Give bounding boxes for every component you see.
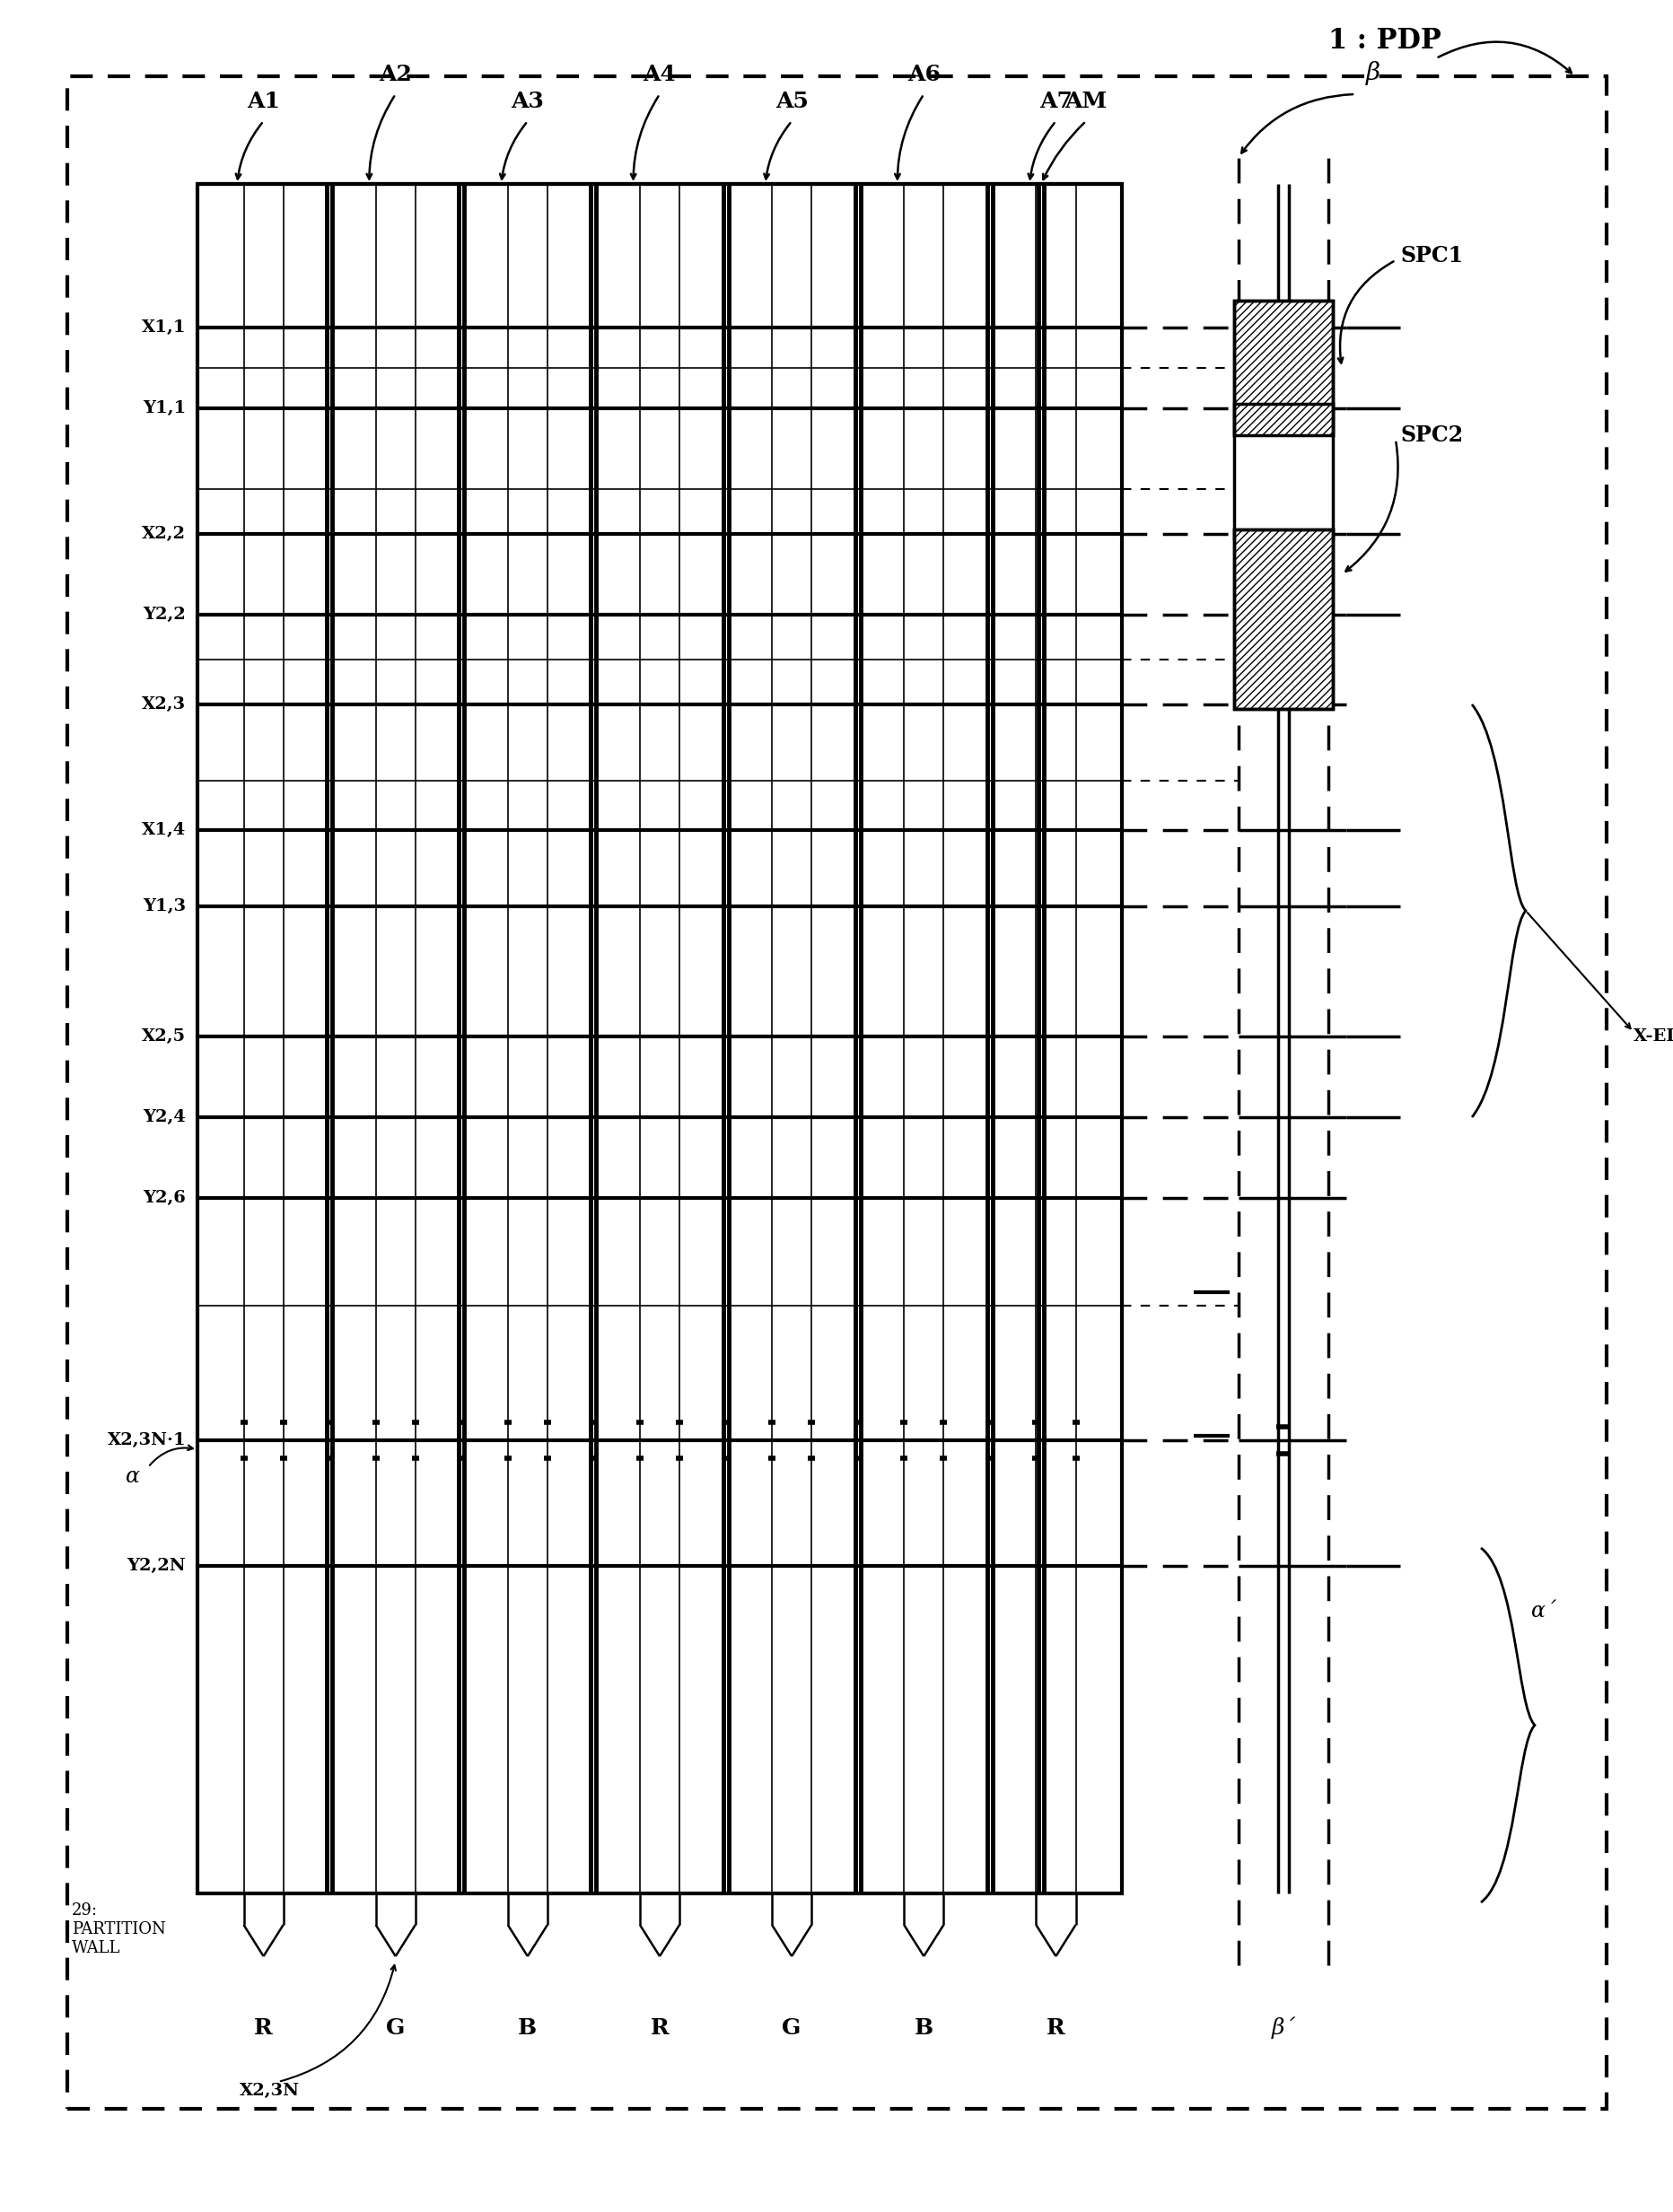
Text: β´: β´ xyxy=(1271,2017,1295,2039)
Text: α´: α´ xyxy=(1531,1601,1556,1621)
Bar xyxy=(1233,529,1332,708)
Text: R: R xyxy=(254,2017,273,2039)
Text: A2: A2 xyxy=(378,64,412,86)
Bar xyxy=(1233,529,1332,708)
Bar xyxy=(1233,405,1332,538)
Text: α: α xyxy=(125,1467,141,1486)
Text: R: R xyxy=(651,2017,669,2039)
Bar xyxy=(197,184,1121,1893)
Text: Y2,4: Y2,4 xyxy=(142,1108,186,1126)
Text: X2,5: X2,5 xyxy=(142,1029,186,1044)
Text: B: B xyxy=(519,2017,537,2039)
Text: Y1,3: Y1,3 xyxy=(142,898,186,914)
Text: 1 : PDP: 1 : PDP xyxy=(1328,27,1440,55)
Text: 29:
PARTITION
WALL: 29: PARTITION WALL xyxy=(72,1902,166,1955)
Bar xyxy=(1233,301,1332,436)
Text: A4: A4 xyxy=(642,64,676,86)
Text: A7: A7 xyxy=(1039,91,1072,113)
Text: X2,3: X2,3 xyxy=(142,697,186,712)
Text: A6: A6 xyxy=(907,64,940,86)
Bar xyxy=(1233,301,1332,436)
Text: G: G xyxy=(386,2017,405,2039)
Text: X-ELECTRODE: X-ELECTRODE xyxy=(1633,1029,1673,1044)
Text: Y1,1: Y1,1 xyxy=(142,400,186,416)
Text: X2,3N·1: X2,3N·1 xyxy=(107,1431,186,1449)
Text: B: B xyxy=(913,2017,934,2039)
Text: A5: A5 xyxy=(775,91,808,113)
Text: Y2,2N: Y2,2N xyxy=(127,1557,186,1575)
Text: R: R xyxy=(1046,2017,1064,2039)
Text: SPC2: SPC2 xyxy=(1399,425,1462,447)
Text: A3: A3 xyxy=(510,91,544,113)
Text: A1: A1 xyxy=(248,91,279,113)
Text: X2,3N: X2,3N xyxy=(239,2084,299,2099)
Text: β: β xyxy=(1365,62,1380,86)
Text: X1,1: X1,1 xyxy=(141,319,186,336)
Text: SPC1: SPC1 xyxy=(1399,246,1462,265)
Text: Y2,2: Y2,2 xyxy=(142,606,186,624)
Text: G: G xyxy=(781,2017,801,2039)
Text: AM: AM xyxy=(1064,91,1106,113)
Text: X2,2: X2,2 xyxy=(142,526,186,542)
Text: X1,4: X1,4 xyxy=(142,823,186,838)
Text: Y2,6: Y2,6 xyxy=(142,1190,186,1206)
